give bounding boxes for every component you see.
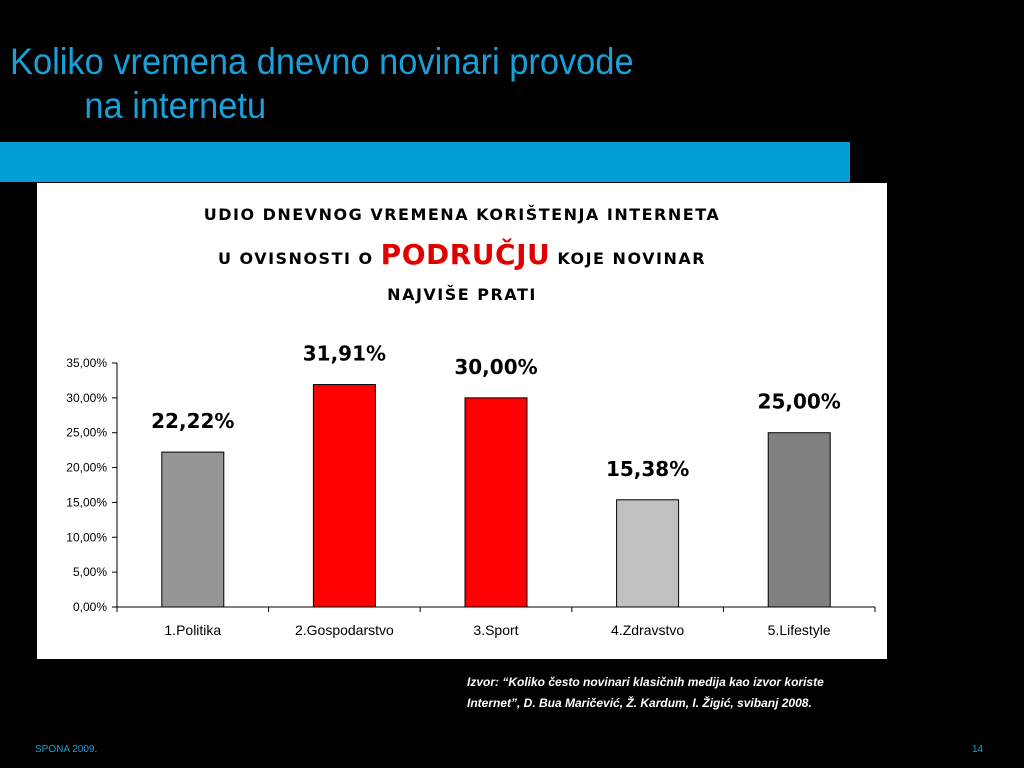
bar-chart: 0,00% 5,00% 10,00% 15,00% 20,00% 25,00% 30,00%… (66, 342, 876, 638)
bar-1 (161, 451, 225, 608)
chart-heading-line2: U OVISNOSTI O PODRUČJU KOJE NOVINAR (37, 241, 887, 283)
footer-label: SPONA 2009. (35, 744, 98, 755)
y-tick-label: 15,00% (66, 495, 107, 509)
source-line1: Izvor: “Koliko često novinari klasičnih … (467, 675, 824, 689)
slide-title-line2: na internetu (84, 85, 267, 126)
chart-heading-highlight: PODRUČJU (380, 238, 551, 271)
source-note: Izvor: “Koliko često novinari klasičnih … (467, 672, 907, 714)
x-tick-label: 2.Gospodarstvo (295, 622, 394, 638)
y-tick-label: 20,00% (66, 461, 107, 475)
chart-heading-line2-pre: U OVISNOSTI O (217, 249, 381, 268)
y-tick-label: 35,00% (66, 356, 107, 370)
bar-3 (464, 397, 528, 608)
bar-5 (767, 432, 831, 608)
slide-title: Koliko vremena dnevno novinari provode n… (10, 40, 773, 128)
x-tick-label: 1.Politika (164, 622, 221, 638)
slide-title-line1: Koliko vremena dnevno novinari provode (10, 41, 634, 82)
y-tick-label: 25,00% (66, 426, 107, 440)
y-tick-label: 30,00% (66, 391, 107, 405)
chart-heading-line3: NAJVIŠE PRATI (387, 285, 537, 304)
data-label: 15,38% (606, 457, 689, 481)
chart-heading-line1: UDIO DNEVNOG VREMENA KORIŠTENJA INTERNET… (203, 205, 721, 224)
chart-heading: UDIO DNEVNOG VREMENA KORIŠTENJA INTERNET… (37, 203, 887, 323)
bar-2 (312, 384, 376, 608)
page-number: 14 (972, 744, 984, 755)
y-tick-label: 0,00% (73, 600, 107, 614)
bar-4 (616, 499, 680, 608)
data-label: 22,22% (151, 409, 234, 433)
title-band (0, 142, 850, 182)
data-label: 30,00% (454, 355, 537, 379)
y-tick-label: 5,00% (73, 565, 107, 579)
x-tick-label: 3.Sport (473, 622, 518, 638)
x-tick-label: 4.Zdravstvo (611, 622, 684, 638)
x-tick-label: 5.Lifestyle (768, 622, 831, 638)
source-line2: Internet”, D. Bua Maričević, Ž. Kardum, … (467, 696, 812, 710)
chart-heading-line2-post: KOJE NOVINAR (550, 249, 707, 268)
y-tick-label: 10,00% (66, 530, 107, 544)
data-label: 31,91% (303, 342, 386, 366)
data-label: 25,00% (758, 390, 841, 414)
chart-panel: UDIO DNEVNOG VREMENA KORIŠTENJA INTERNET… (37, 183, 887, 659)
